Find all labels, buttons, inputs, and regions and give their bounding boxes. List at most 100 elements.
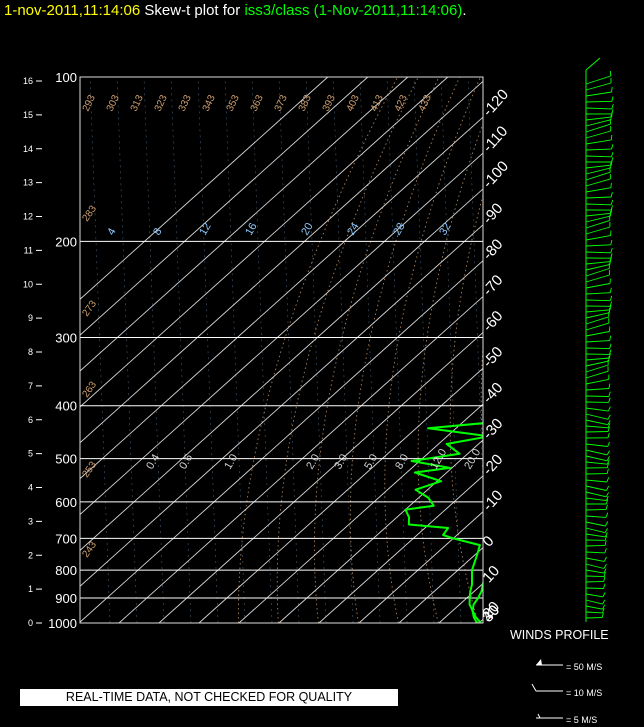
wind-barb-feather	[607, 406, 611, 412]
mixing-ratio-line	[522, 77, 542, 623]
wind-barb-feather	[605, 504, 608, 510]
dry-adiabat-line	[596, 77, 644, 623]
wind-barb	[585, 485, 607, 491]
wind-barb	[585, 497, 607, 502]
mixing-ratio-line	[143, 77, 165, 623]
wind-barb-feather	[607, 441, 611, 447]
height-tick-label: 9	[28, 313, 33, 323]
adiabat-label: 293	[81, 93, 98, 113]
height-tick-label: 5	[28, 449, 33, 459]
mixing-ratio-line	[359, 77, 381, 623]
pressure-tick-label: 900	[55, 591, 77, 606]
wind-barb	[585, 187, 611, 193]
isotherm-line	[118, 295, 483, 623]
mixing-ratio-label: 16	[243, 221, 260, 238]
height-tick-label: 6	[28, 415, 33, 425]
wind-barb	[585, 226, 611, 235]
isotherm-line	[318, 475, 483, 623]
pressure-tick-label: 600	[55, 495, 77, 510]
winds-profile-title: WINDS PROFILE	[510, 628, 609, 642]
wind-barb	[585, 292, 611, 295]
pressure-tick-label: 200	[55, 234, 77, 249]
wind-barb-feather	[607, 419, 611, 425]
wind-barb-feather	[610, 247, 613, 253]
wind-barb-feather	[609, 343, 612, 349]
wind-barb-feather	[605, 499, 609, 505]
wind-barb	[585, 455, 608, 462]
wind-barb	[585, 617, 603, 619]
pressure-tick-label: 300	[55, 331, 77, 346]
wind-barb	[585, 100, 612, 103]
mixing-ratio-label: 32	[437, 221, 454, 238]
quality-note: REAL-TIME DATA, NOT CHECKED FOR QUALITY	[20, 689, 398, 706]
title-period: .	[462, 2, 467, 19]
wind-barb-feather	[604, 528, 608, 533]
wind-barb-feather	[610, 182, 612, 188]
adiabat-label: 403	[345, 93, 362, 113]
mixing-ratio-label: 5.0	[362, 452, 380, 471]
wind-barb-feather	[604, 540, 607, 546]
wind-barb	[585, 419, 608, 426]
mixing-ratio-label: 0.4	[144, 452, 162, 471]
wind-barb	[585, 551, 605, 554]
wind-barb	[585, 235, 611, 241]
plot-frame	[79, 76, 484, 624]
wind-barb	[585, 274, 610, 283]
wind-barb	[585, 407, 609, 412]
pressure-tick-label: 700	[55, 531, 77, 546]
wind-barb-feather	[602, 592, 606, 597]
pressure-tick-label: 500	[55, 452, 77, 467]
wind-barb	[585, 569, 605, 574]
isotherm-line	[238, 403, 483, 623]
adiabat-label: 413	[369, 93, 386, 113]
wind-barb	[585, 167, 611, 175]
wind-barb-feather	[601, 612, 604, 618]
height-tick-label: 1	[28, 584, 33, 594]
wind-barb	[585, 360, 609, 367]
height-tick-label: 2	[28, 550, 33, 560]
wind-barb-feather	[611, 111, 613, 117]
wind-barb	[585, 431, 609, 433]
wind-barb-feather	[604, 521, 609, 527]
title-timestamp: 1-nov-2011,11:14:06	[4, 2, 141, 19]
wind-barb	[585, 268, 610, 277]
wind-barb	[585, 123, 611, 133]
isotherm-line	[519, 77, 644, 623]
wind-barb-feather	[608, 391, 611, 397]
wind-barb-feather	[610, 208, 613, 214]
wind-barb	[585, 449, 608, 456]
wind-barb	[585, 178, 611, 187]
isotherm-label: -110	[479, 123, 511, 156]
wind-barb-feather	[608, 383, 611, 389]
wind-barb	[585, 116, 612, 121]
wind-barb-feather	[605, 495, 609, 501]
wind-legend-feather	[531, 683, 537, 692]
wind-barb	[585, 370, 609, 379]
height-tick-label: 4	[28, 483, 33, 493]
wind-legend-feather	[537, 713, 541, 719]
title-label: Skew-t plot for	[144, 2, 241, 19]
pressure-tick-label: 400	[55, 399, 77, 414]
wind-barb	[585, 533, 606, 538]
wind-barb	[585, 312, 610, 319]
wind-legend-pennant	[536, 659, 542, 665]
mixing-ratio-label: 2.0	[304, 452, 322, 471]
wind-barb	[585, 251, 611, 254]
wind-barb	[585, 155, 612, 158]
mixing-ratio-line	[224, 77, 246, 623]
wind-barb-feather	[602, 604, 606, 610]
wind-barb	[585, 215, 611, 223]
mixing-ratio-line	[386, 77, 408, 623]
isotherm-line	[278, 439, 483, 623]
wind-barb	[585, 587, 604, 589]
wind-barb	[585, 515, 607, 518]
wind-barb-feather	[604, 548, 607, 554]
mixing-ratio-line	[440, 77, 462, 623]
mixing-ratio-label: 24	[345, 221, 362, 238]
height-tick-label: 10	[23, 279, 33, 289]
adiabat-label: 363	[249, 93, 266, 113]
wind-barb	[585, 119, 612, 127]
isotherm-line	[80, 188, 483, 551]
mixing-ratio-line	[170, 77, 192, 623]
